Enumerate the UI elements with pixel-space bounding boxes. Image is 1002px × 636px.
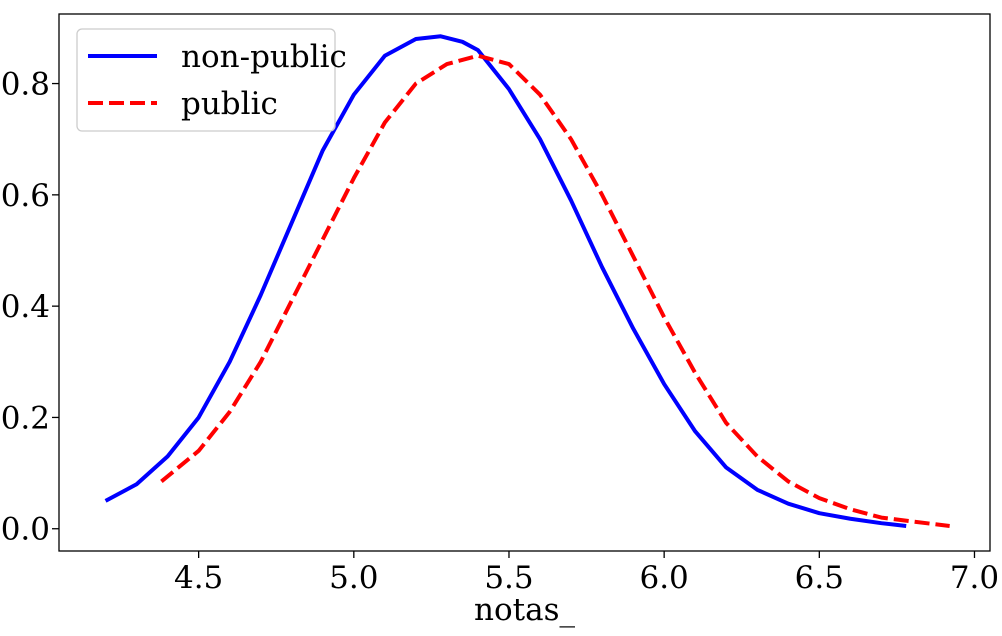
y-tick-label: 0.8 bbox=[1, 67, 50, 103]
x-tick-label: 6.5 bbox=[795, 560, 844, 596]
series-line-non-public bbox=[104, 34, 907, 528]
x-tick-label: 7.0 bbox=[950, 560, 999, 596]
y-tick-label: 0.4 bbox=[1, 289, 50, 325]
plot-area-frame bbox=[58, 13, 991, 552]
y-tick-label: 0.0 bbox=[1, 512, 50, 548]
legend: non-public public bbox=[76, 28, 347, 132]
y-axis: 0.0 0.2 0.4 0.6 0.8 bbox=[1, 67, 59, 548]
x-tick-label: 5.5 bbox=[484, 560, 533, 596]
legend-label-public: public bbox=[181, 86, 278, 122]
x-tick-label: 5.0 bbox=[329, 560, 378, 596]
x-axis: 4.5 5.0 5.5 6.0 6.5 7.0 bbox=[174, 551, 999, 596]
x-tick-label: 4.5 bbox=[174, 560, 223, 596]
y-tick-label: 0.6 bbox=[1, 178, 50, 214]
x-tick-label: 6.0 bbox=[639, 560, 688, 596]
series-layer bbox=[104, 34, 950, 528]
series-line-public bbox=[160, 53, 950, 528]
legend-label-non-public: non-public bbox=[181, 39, 347, 75]
y-tick-label: 0.2 bbox=[1, 400, 50, 436]
x-axis-title: notas_ bbox=[474, 592, 575, 628]
